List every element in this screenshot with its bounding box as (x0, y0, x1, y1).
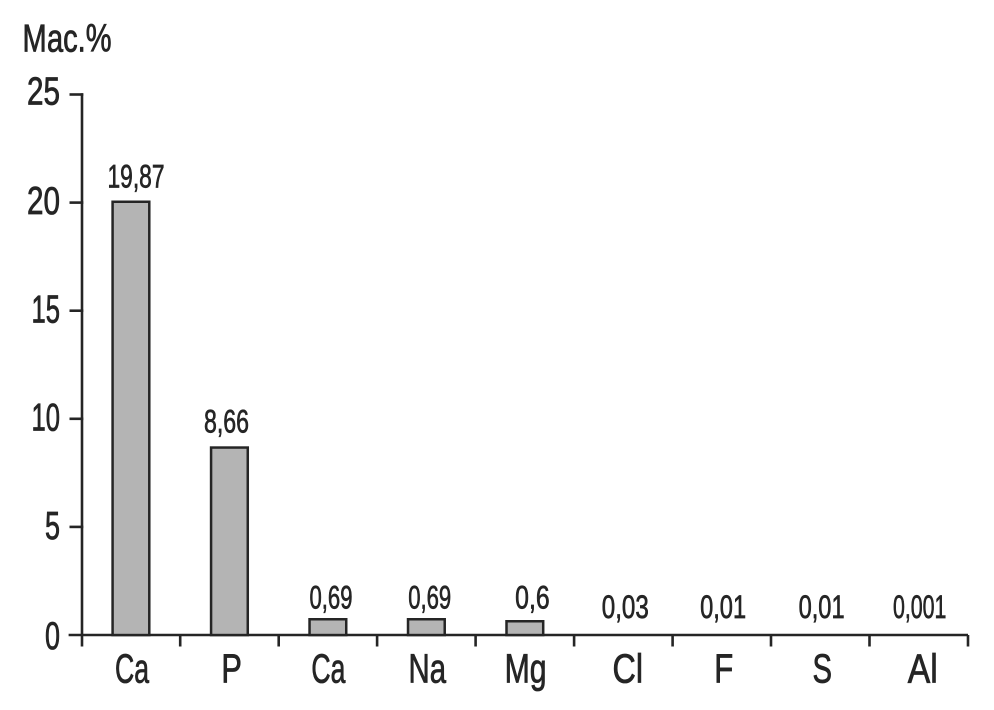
svg-text:0,01: 0,01 (700, 589, 746, 625)
svg-text:0,03: 0,03 (602, 589, 649, 625)
svg-text:S: S (813, 646, 833, 692)
svg-text:F: F (714, 646, 733, 692)
svg-text:19,87: 19,87 (108, 159, 165, 195)
svg-text:Na: Na (409, 646, 447, 692)
svg-text:15: 15 (32, 289, 61, 332)
svg-text:0,69: 0,69 (408, 580, 451, 616)
svg-text:0: 0 (45, 615, 60, 658)
svg-text:8,66: 8,66 (204, 404, 249, 440)
svg-text:0,01: 0,01 (799, 589, 845, 625)
svg-text:0,6: 0,6 (515, 580, 550, 616)
svg-text:Ca: Ca (311, 646, 345, 692)
svg-text:10: 10 (32, 397, 61, 440)
svg-text:20: 20 (27, 180, 60, 223)
svg-text:Cl: Cl (613, 646, 644, 692)
svg-text:P: P (221, 646, 242, 692)
svg-text:Al: Al (908, 646, 938, 692)
svg-text:Ca: Ca (115, 646, 149, 692)
svg-text:5: 5 (45, 505, 60, 548)
svg-text:0,69: 0,69 (310, 580, 353, 616)
svg-text:0,001: 0,001 (893, 589, 947, 625)
svg-text:Мас.%: Мас.% (23, 18, 112, 61)
svg-text:Mg: Mg (505, 646, 547, 692)
svg-text:25: 25 (27, 71, 60, 114)
